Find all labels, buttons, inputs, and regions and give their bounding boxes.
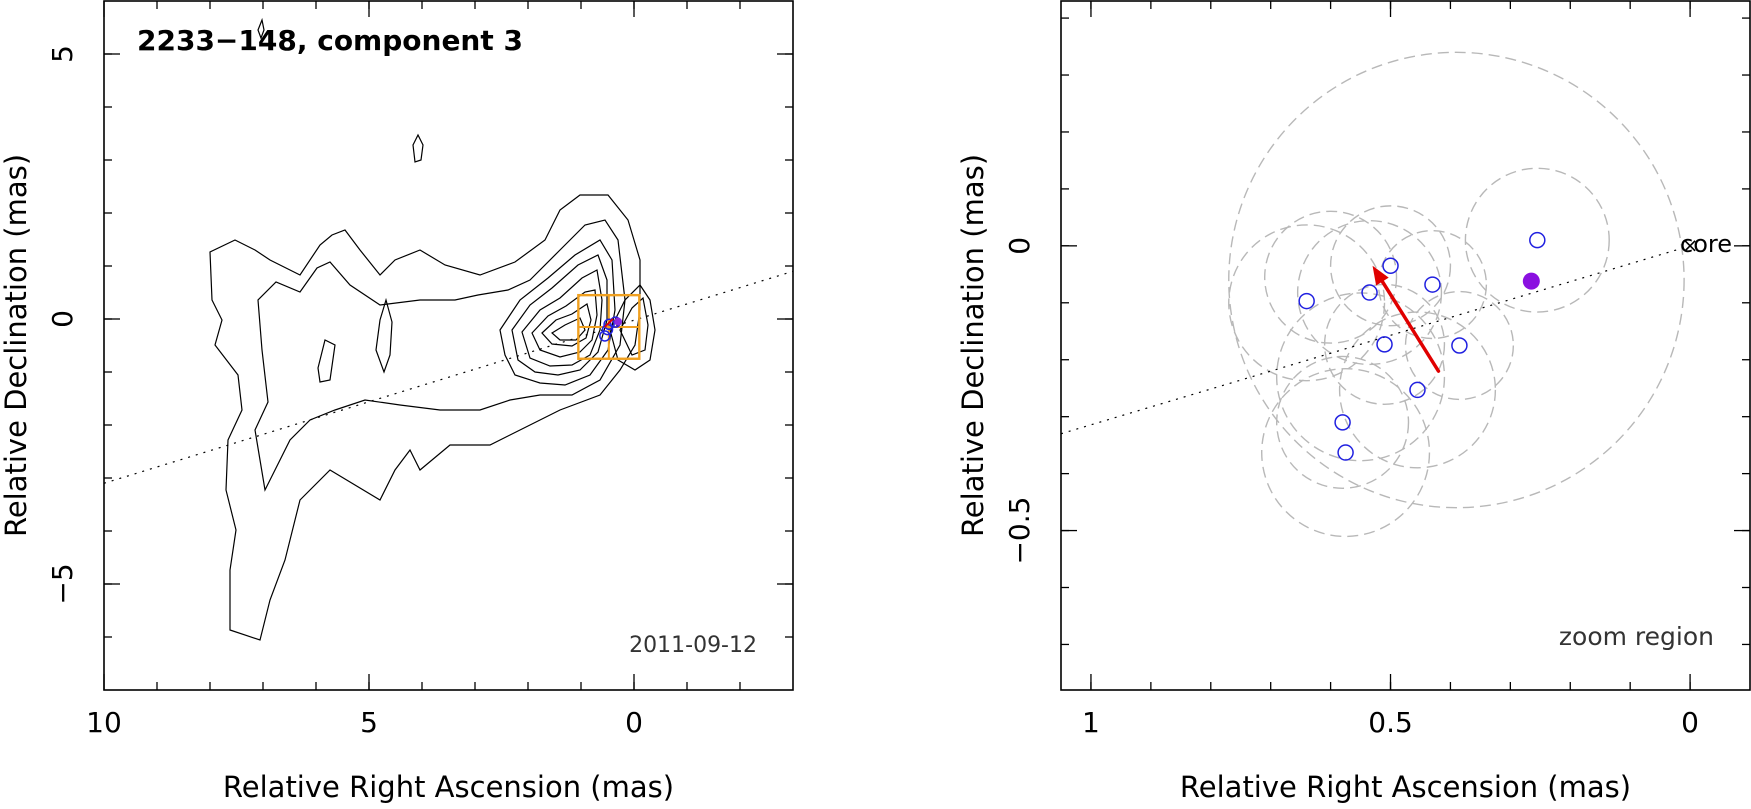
right-x-tick-label: 0.5 <box>1368 706 1413 739</box>
uncertainty-circle <box>1275 292 1446 462</box>
uncertainty-circle <box>1228 224 1386 382</box>
contour-level-6 <box>531 289 598 358</box>
uncertainty-circle <box>1228 51 1685 509</box>
right-x-tick-label: 0 <box>1681 706 1699 739</box>
component-position-circle <box>1298 292 1315 310</box>
component-position-circle <box>1382 257 1399 275</box>
left-y-tick-label: 5 <box>46 45 79 63</box>
contour-blob-a <box>375 297 393 374</box>
uncertainty-circle <box>1261 367 1431 538</box>
component-position-circle <box>1337 444 1354 461</box>
left-contour-map <box>209 17 656 641</box>
uncertainty-circle <box>1338 311 1497 469</box>
contour-level-1 <box>209 194 641 641</box>
left-overlay <box>103 270 794 484</box>
left-x-axis-label: Relative Right Ascension (mas) <box>223 770 674 804</box>
component-position-circle <box>1529 231 1546 249</box>
observation-date-label: 2011-09-12 <box>629 633 757 658</box>
right-overlay <box>1060 231 1696 461</box>
left-y-tick-label: −5 <box>46 563 79 604</box>
core-cross-marker <box>1684 240 1696 252</box>
left-x-tick-label: 5 <box>360 706 378 739</box>
left-jet-axis-line <box>103 270 794 484</box>
zoom-region-label: zoom region <box>1559 622 1714 651</box>
contour-level-10 <box>619 296 649 356</box>
contour-level-3 <box>499 239 616 386</box>
left-plot-frame <box>103 0 794 691</box>
component-position-circle <box>1376 336 1393 353</box>
left-mean-position-dot <box>614 317 623 326</box>
left-motion-arrow <box>604 318 614 328</box>
component-position-circle <box>1451 337 1468 354</box>
right-axes: 1 0.5 0 0 −0.5 Relative Right Ascension (mas)… <box>956 0 1751 804</box>
contour-level-7 <box>541 303 592 347</box>
left-panel-title: 2233−148, component 3 <box>137 24 523 57</box>
uncertainty-circle <box>1323 283 1446 405</box>
left-y-axis-label: Relative Declination (mas) <box>0 154 33 537</box>
contour-level-5 <box>521 269 603 367</box>
left-y-tick-label: 0 <box>46 310 79 328</box>
uncertainty-circle <box>1404 290 1515 401</box>
right-y-axis-label: Relative Declination (mas) <box>956 154 990 537</box>
left-component-marker <box>603 318 615 331</box>
contour-blob-c <box>257 17 265 40</box>
uncertainty-circle <box>1329 205 1452 327</box>
right-y-tick-label: 0 <box>1003 237 1036 255</box>
uncertainty-circle <box>1275 355 1410 489</box>
left-panel-contour-map: 10 5 0 5 0 −5 Relative Right Ascension (mas) Re… <box>0 0 794 804</box>
uncertainty-circle <box>1296 219 1443 366</box>
component-position-circle <box>1424 276 1441 293</box>
uncertainty-circle <box>1377 229 1488 340</box>
left-x-tick-label: 0 <box>625 706 643 739</box>
component-position-circle <box>1361 284 1378 301</box>
contour-blob-b <box>412 133 424 163</box>
uncertainty-circle <box>1264 210 1398 344</box>
right-x-tick-label: 1 <box>1082 706 1100 739</box>
right-plot-frame <box>1060 0 1751 691</box>
uncertainty-circles <box>1228 51 1685 538</box>
left-x-tick-label: 10 <box>86 706 122 739</box>
right-y-tick-label: −0.5 <box>1003 497 1036 565</box>
contour-blob-d <box>317 339 336 383</box>
component-position-circle <box>1409 381 1426 399</box>
motion-arrow-shaft <box>1378 275 1441 373</box>
left-axes: 10 5 0 5 0 −5 Relative Right Ascension (mas) Re… <box>0 0 794 804</box>
right-panel-zoom-region: 1 0.5 0 0 −0.5 Relative Right Ascension (mas)… <box>956 0 1751 804</box>
mean-position-dot <box>1522 272 1540 290</box>
contour-level-2 <box>254 219 626 492</box>
left-component-marker <box>599 330 611 342</box>
motion-arrow-head <box>1372 265 1389 286</box>
uncertainty-circle <box>1464 167 1610 313</box>
right-x-axis-label: Relative Right Ascension (mas) <box>1180 770 1631 804</box>
core-label: core <box>1680 230 1732 258</box>
component-position-circle <box>1334 414 1351 431</box>
right-jet-axis-line <box>1060 245 1691 435</box>
contour-level-8 <box>550 317 586 341</box>
